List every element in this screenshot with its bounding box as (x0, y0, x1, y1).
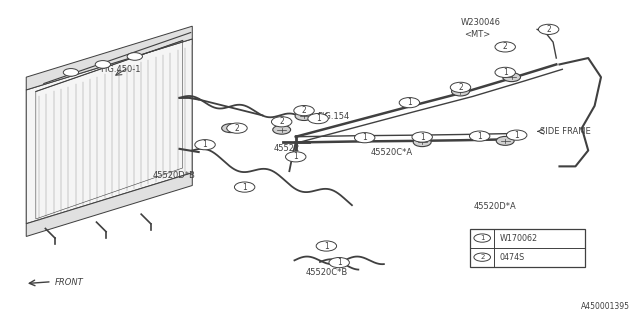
Text: 45520C*A: 45520C*A (371, 148, 413, 156)
Text: W230046: W230046 (461, 19, 500, 28)
Circle shape (308, 114, 328, 124)
Circle shape (506, 130, 527, 140)
Text: 2: 2 (458, 83, 463, 92)
Text: 45522: 45522 (274, 144, 300, 153)
Circle shape (63, 68, 79, 76)
Text: FIG.450-1: FIG.450-1 (100, 65, 140, 74)
Polygon shape (26, 26, 192, 90)
Circle shape (355, 132, 375, 143)
Circle shape (234, 182, 255, 192)
Text: 1: 1 (503, 68, 508, 77)
Text: FRONT: FRONT (55, 278, 84, 287)
Text: 1: 1 (203, 140, 207, 149)
Text: 2: 2 (547, 25, 551, 34)
Text: 0474S: 0474S (499, 253, 525, 262)
Circle shape (285, 152, 306, 162)
Circle shape (195, 140, 215, 150)
Text: 1: 1 (362, 133, 367, 142)
Circle shape (273, 125, 291, 134)
Text: 45520D*A: 45520D*A (473, 202, 516, 211)
Text: 1: 1 (337, 258, 342, 267)
Circle shape (502, 73, 520, 82)
Circle shape (227, 123, 247, 133)
Circle shape (95, 60, 111, 68)
Circle shape (413, 138, 431, 147)
Text: 1: 1 (477, 132, 482, 140)
Text: 2: 2 (503, 42, 508, 52)
Text: A450001395: A450001395 (580, 302, 630, 311)
Text: 1: 1 (515, 131, 519, 140)
Circle shape (474, 253, 490, 261)
Text: 2: 2 (279, 117, 284, 126)
Circle shape (495, 67, 515, 77)
Text: FIG.154: FIG.154 (317, 113, 349, 122)
Circle shape (495, 42, 515, 52)
Circle shape (538, 24, 559, 35)
Circle shape (316, 241, 337, 251)
Text: 1: 1 (480, 235, 484, 241)
Circle shape (469, 131, 490, 141)
Circle shape (496, 136, 514, 145)
Text: 2: 2 (235, 124, 239, 132)
Circle shape (221, 124, 239, 132)
Circle shape (329, 258, 349, 268)
Text: 1: 1 (316, 114, 321, 123)
Circle shape (295, 112, 313, 121)
Text: 2: 2 (480, 254, 484, 260)
Text: <MT>: <MT> (465, 30, 491, 39)
Circle shape (474, 234, 490, 242)
Text: 1: 1 (293, 152, 298, 161)
Circle shape (294, 106, 314, 116)
Text: 1: 1 (407, 98, 412, 107)
Circle shape (399, 98, 420, 108)
Circle shape (451, 82, 470, 92)
Circle shape (271, 117, 292, 127)
Text: 45520D*B: 45520D*B (153, 172, 196, 180)
Text: 45520C*B: 45520C*B (306, 268, 348, 277)
Circle shape (452, 87, 469, 96)
Text: 2: 2 (301, 106, 307, 115)
Text: 1: 1 (324, 242, 329, 251)
Polygon shape (26, 39, 192, 224)
Polygon shape (26, 173, 192, 236)
Text: 1: 1 (243, 183, 247, 192)
Circle shape (412, 132, 433, 142)
Text: SIDE FRAME: SIDE FRAME (540, 127, 591, 136)
Text: 1: 1 (420, 132, 424, 141)
Circle shape (127, 52, 143, 60)
Text: W170062: W170062 (499, 234, 538, 243)
